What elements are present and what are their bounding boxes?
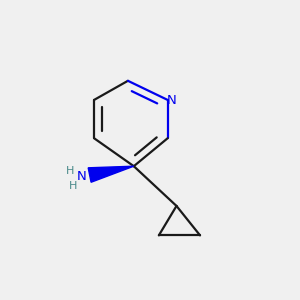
Text: H: H: [69, 181, 78, 191]
Text: H: H: [66, 166, 74, 176]
Polygon shape: [88, 166, 134, 182]
Text: N: N: [167, 94, 177, 107]
Text: N: N: [77, 170, 87, 183]
